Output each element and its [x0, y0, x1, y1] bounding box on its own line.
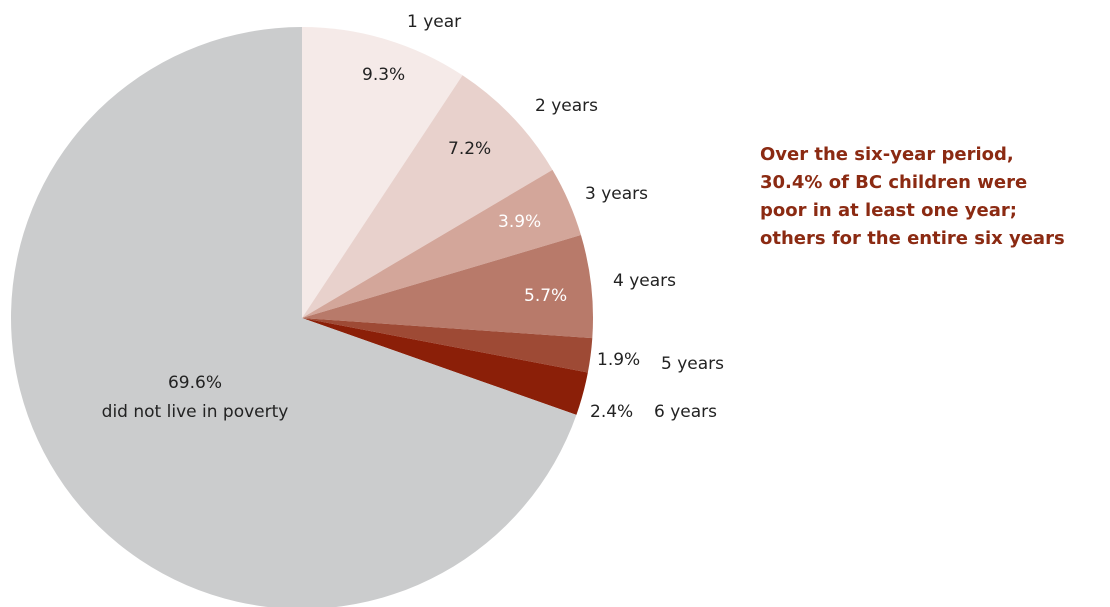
slice-category-label-5: 5 years: [661, 354, 724, 374]
slice-value-label-4: 5.7%: [524, 286, 567, 306]
pie-slice-3: [302, 169, 581, 318]
slice-category-label-3: 3 years: [585, 184, 648, 204]
pie-slice-2: [302, 75, 553, 318]
annotation-line-1: Over the six-year period,: [760, 144, 1014, 165]
slice-value-label-1: 9.3%: [362, 65, 405, 85]
slice-category-label-7: did not live in poverty: [102, 402, 289, 422]
annotation-line-2: 30.4% of BC children were: [760, 172, 1028, 193]
slice-value-label-5: 1.9%: [597, 350, 640, 370]
slice-category-label-1: 1 year: [407, 12, 461, 32]
pie-slice-4: [302, 235, 594, 339]
slice-category-label-6: 6 years: [654, 402, 717, 422]
annotation-line-3: poor in at least one year;: [760, 200, 1017, 221]
slice-category-label-4: 4 years: [613, 271, 676, 291]
slice-category-label-2: 2 years: [535, 96, 598, 116]
annotation-line-4: others for the entire six years: [760, 228, 1065, 249]
slice-value-label-7: 69.6%: [168, 373, 222, 393]
slice-value-label-2: 7.2%: [448, 139, 491, 159]
pie-slice-6: [302, 318, 588, 415]
pie-slice-1: [302, 27, 463, 318]
slice-value-label-3: 3.9%: [498, 212, 541, 232]
pie-slice-5: [302, 318, 593, 373]
pie-slices: [11, 27, 594, 607]
pie-slice-7: [11, 27, 577, 607]
slice-value-label-6: 2.4%: [590, 402, 633, 422]
annotation-note: Over the six-year period, 30.4% of BC ch…: [760, 141, 1105, 253]
pie-labels: 9.3% 1 year 7.2% 2 years 3.9% 3 years 5.7% 4 ye…: [102, 12, 724, 422]
